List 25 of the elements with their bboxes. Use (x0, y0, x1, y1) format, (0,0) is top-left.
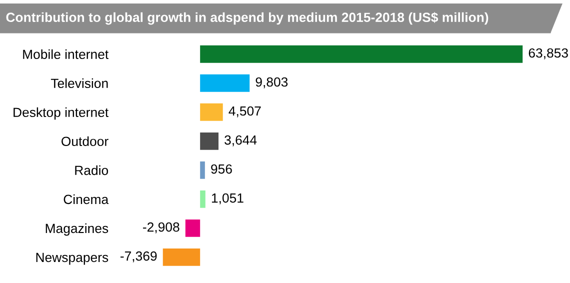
bar (185, 219, 200, 237)
data-label: 63,853 (528, 48, 568, 60)
chart-title: Contribution to global growth in adspend by medium 2015-2018 (US$ million) (6, 12, 488, 25)
y-tick-label: Desktop internet (14, 107, 108, 120)
data-label: 4,507 (228, 106, 261, 118)
y-tick-label: Magazines (46, 223, 108, 236)
bar (200, 161, 205, 179)
data-label: 9,803 (256, 77, 288, 88)
data-label: -2,908 (143, 222, 180, 234)
bar (200, 103, 223, 121)
data-label: 1,051 (212, 193, 244, 204)
bar (200, 132, 218, 150)
bar (200, 45, 523, 63)
bar (200, 74, 250, 92)
data-label: 3,644 (224, 135, 257, 146)
bar (162, 248, 200, 266)
y-tick-label: Outdoor (62, 136, 108, 146)
data-label: 956 (211, 164, 232, 174)
y-tick-label: Newspapers (36, 252, 108, 265)
bar (200, 190, 206, 208)
y-tick-label: Mobile internet (23, 49, 108, 60)
y-tick-label: Cinema (64, 194, 109, 204)
y-tick-label: Television (50, 78, 108, 88)
data-label: -7,369 (120, 251, 157, 262)
y-tick-label: Radio (75, 165, 108, 176)
